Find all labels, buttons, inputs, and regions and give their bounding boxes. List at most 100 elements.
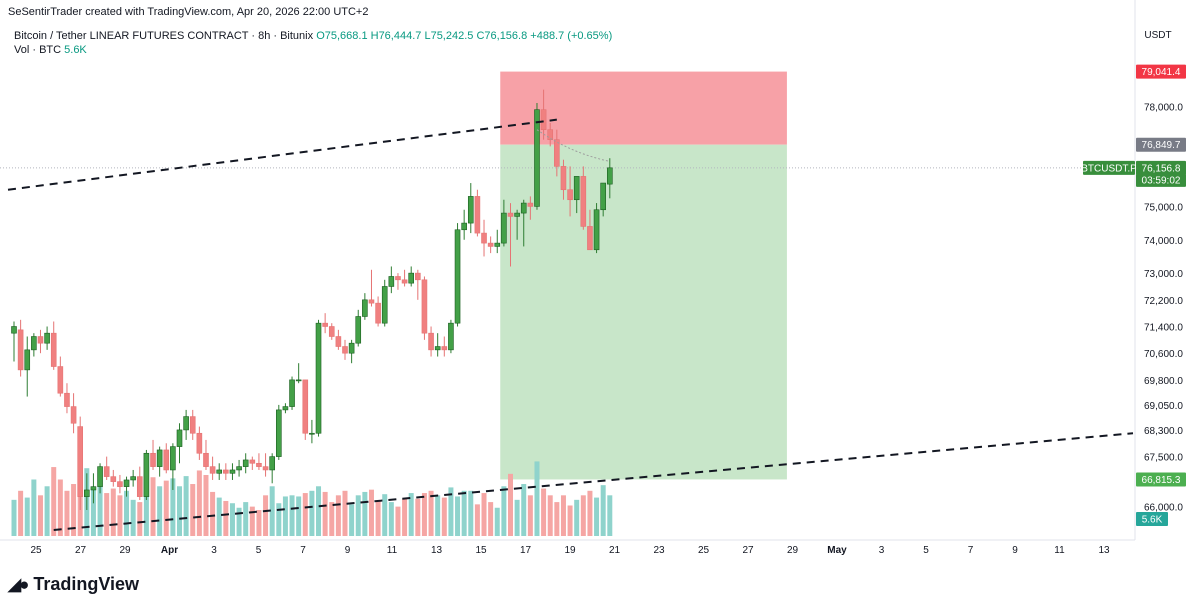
price-tick-label: 72,200.0 — [1144, 296, 1183, 307]
price-axis[interactable]: USDT 78,000.0 75,000.0 74,000.0 73,000.0 72,2… — [1134, 0, 1183, 540]
price-tick-label: 69,800.0 — [1144, 376, 1183, 387]
volume-bar — [130, 499, 136, 536]
time-tick-label: 25 — [698, 545, 710, 556]
stop-price-tag-bg — [1136, 64, 1186, 79]
candle-body — [501, 212, 507, 244]
candle-body — [302, 379, 309, 434]
candle-body — [428, 332, 434, 351]
trend-lines[interactable] — [7, 118, 1134, 531]
time-tick-label: 7 — [300, 545, 306, 556]
candle-body — [375, 302, 381, 324]
take-profit-zone[interactable] — [500, 144, 787, 480]
volume-bar — [355, 495, 361, 536]
candle-body — [269, 456, 275, 471]
candle-body — [229, 469, 236, 474]
volume-label[interactable]: Vol · BTC — [14, 44, 62, 56]
volume-bar — [461, 490, 467, 536]
candle-body — [216, 469, 223, 474]
volume-bar — [329, 502, 335, 536]
volume-bar — [395, 506, 401, 536]
volume-value: 5.6K — [64, 44, 87, 56]
tradingview-logo[interactable]: ◢● TradingView — [8, 574, 139, 595]
ticker-tag-bg — [1083, 160, 1135, 175]
candle-body — [560, 166, 567, 191]
time-axis[interactable]: 25 27 29 Apr 3 5 7 9 11 13 15 17 19 21 23 25 27 29 May 3 5 7 9… — [0, 539, 1135, 556]
volume-bar — [97, 479, 103, 536]
candle-body — [97, 466, 103, 487]
volume-bar — [124, 490, 130, 536]
volume-bar — [31, 479, 37, 536]
target-price-tag: 66,815.3 — [1142, 475, 1181, 486]
price-tick-label: 70,600.0 — [1144, 349, 1183, 360]
volume-tag: 5.6K — [1142, 515, 1163, 526]
snapshot-datetime: Apr 20, 2026 22:00 UTC+2 — [236, 6, 369, 18]
candle-body — [573, 176, 580, 201]
price-tick-label: 69,050.0 — [1144, 401, 1183, 412]
candle-body — [176, 429, 183, 447]
author-name[interactable]: SeSentirTrader — [8, 6, 83, 18]
candle-body — [11, 326, 17, 334]
candle-body — [348, 342, 355, 354]
candle-body — [328, 326, 335, 337]
symbol-name[interactable]: Bitcoin / Tether LINEAR FUTURES CONTRACT… — [14, 30, 314, 42]
low-value: L75,242.5 — [424, 30, 474, 42]
volume-bar — [44, 486, 50, 536]
volume-bar — [177, 486, 182, 536]
candle-body — [262, 466, 269, 471]
volume-bar — [243, 502, 249, 536]
volume-bar — [150, 477, 156, 536]
volume-bar — [574, 499, 580, 536]
time-tick-label: 29 — [787, 545, 799, 556]
candle-body — [315, 322, 322, 434]
candle-body — [31, 336, 37, 351]
volume-bar — [90, 488, 96, 536]
volume-bar — [527, 495, 533, 536]
candle-body — [84, 489, 90, 497]
candle-body — [461, 222, 467, 231]
tradingview-logo-icon: ◢● — [8, 575, 29, 594]
trend-line[interactable] — [7, 118, 557, 191]
candle-body — [130, 476, 136, 481]
time-tick-label: 23 — [653, 545, 665, 556]
candle-body — [415, 272, 421, 281]
candle-body — [256, 462, 262, 467]
candle-body — [110, 476, 117, 482]
volume-bar — [415, 498, 421, 536]
volume-bar — [269, 486, 275, 536]
candle-body — [242, 459, 249, 467]
currency-label[interactable]: USDT — [1144, 30, 1171, 41]
high-value: H76,444.7 — [370, 30, 422, 42]
volume-bar — [322, 491, 328, 536]
candle-body — [494, 242, 501, 247]
volume-bar — [362, 491, 368, 536]
volume-bar — [296, 496, 302, 536]
volume-bar — [421, 493, 427, 536]
volume-bar — [481, 493, 487, 536]
close-value: C76,156.8 — [476, 30, 528, 42]
entry-price-tag-bg — [1136, 137, 1186, 152]
volume-bar — [594, 497, 600, 536]
candle-body — [441, 346, 448, 351]
candle-body — [600, 182, 606, 211]
candle-body — [103, 466, 110, 477]
time-tick-label: 5 — [256, 545, 262, 556]
candle-body — [163, 449, 170, 471]
volume-bar — [256, 510, 262, 536]
volume-bar — [316, 486, 322, 536]
time-tick-label: 7 — [968, 545, 974, 556]
candle-body — [421, 279, 428, 334]
candle-body — [593, 209, 600, 251]
stop-price-tag: 79,041.4 — [1142, 67, 1181, 78]
time-tick-label: 9 — [1012, 545, 1018, 556]
volume-bar — [580, 495, 586, 536]
volume-bar — [554, 502, 560, 536]
last-price-tag-bg — [1136, 160, 1186, 175]
trend-line[interactable] — [53, 432, 1134, 531]
volume-bar — [229, 503, 235, 536]
last-price-tag: 76,156.8 — [1142, 163, 1181, 174]
volume-bar — [276, 503, 282, 536]
volume-tag-bg — [1136, 512, 1168, 526]
volume-bar — [11, 499, 17, 536]
candle-body — [17, 329, 24, 371]
